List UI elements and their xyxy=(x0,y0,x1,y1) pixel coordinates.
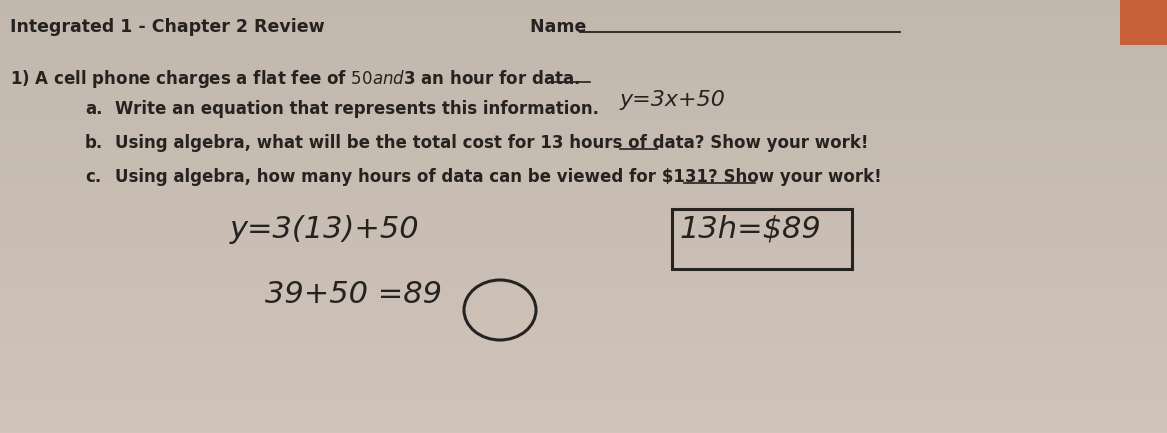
Text: 13h=$89: 13h=$89 xyxy=(680,215,822,244)
Text: 39+50 =89: 39+50 =89 xyxy=(265,280,442,309)
Text: y=3x+50: y=3x+50 xyxy=(620,90,726,110)
Text: Using algebra, what will be the total cost for 13 hours of data? Show your work!: Using algebra, what will be the total co… xyxy=(116,134,868,152)
FancyBboxPatch shape xyxy=(1120,0,1167,45)
Text: b.: b. xyxy=(85,134,103,152)
Text: c.: c. xyxy=(85,168,102,186)
Text: Integrated 1 - Chapter 2 Review: Integrated 1 - Chapter 2 Review xyxy=(11,18,324,36)
Text: y=3(13)+50: y=3(13)+50 xyxy=(230,215,420,244)
Text: Using algebra, how many hours of data can be viewed for $131? Show your work!: Using algebra, how many hours of data ca… xyxy=(116,168,882,186)
Text: 1) A cell phone charges a flat fee of $50 and $3 an hour for data.: 1) A cell phone charges a flat fee of $5… xyxy=(11,68,580,90)
Text: Write an equation that represents this information.: Write an equation that represents this i… xyxy=(116,100,599,118)
Text: a.: a. xyxy=(85,100,103,118)
Text: Name: Name xyxy=(530,18,593,36)
